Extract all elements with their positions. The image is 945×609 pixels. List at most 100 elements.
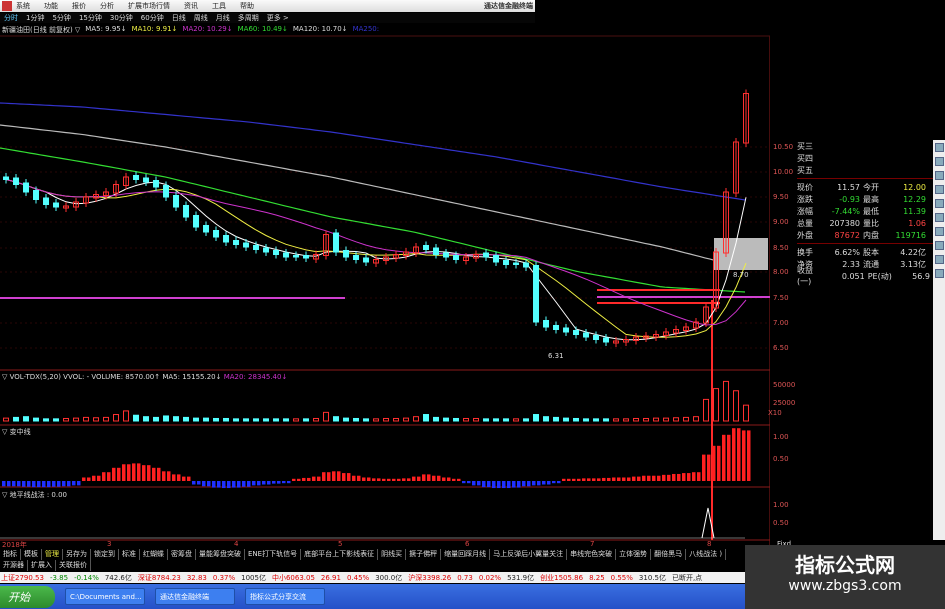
bzx-bar	[142, 465, 146, 481]
taskbar-item[interactable]: 通达信金融终端	[155, 588, 235, 605]
indicator-tab[interactable]: 标准	[119, 549, 140, 560]
bzx-bar	[352, 475, 356, 481]
quote-value: 56.9	[912, 271, 930, 281]
bzx-bar	[537, 481, 541, 486]
menu-quote[interactable]: 报价	[72, 2, 86, 10]
indicator-tab[interactable]: 模板	[21, 549, 42, 560]
indicator-tab[interactable]: 阴线买	[378, 549, 407, 560]
bid-label: 买五	[797, 165, 813, 175]
bzx-bar	[527, 481, 531, 487]
quote-row: 涨幅 -7.44% 最低 11.39	[797, 205, 933, 217]
tool-icon[interactable]	[934, 241, 944, 250]
menu-help[interactable]: 帮助	[240, 2, 254, 10]
candle	[233, 240, 239, 245]
period-tab[interactable]: 月线	[215, 14, 230, 22]
candle	[453, 255, 459, 260]
indicator-tab[interactable]: 管理	[42, 549, 63, 560]
kline-chart[interactable]	[0, 0, 770, 545]
menu-extended-market[interactable]: 扩展市场行情	[128, 2, 170, 10]
tool-icon[interactable]	[934, 171, 944, 180]
tool-icon[interactable]	[934, 199, 944, 208]
menu-function[interactable]: 功能	[44, 2, 58, 10]
tool-icon[interactable]	[934, 213, 944, 222]
candle	[673, 329, 679, 334]
bzx-bar	[42, 481, 46, 488]
period-tab[interactable]: 15分钟	[78, 14, 102, 22]
period-tab[interactable]: 1分钟	[26, 14, 45, 22]
bzx-bar	[447, 477, 451, 481]
candle	[183, 205, 189, 218]
candle	[403, 251, 409, 256]
indicator-tab[interactable]: ENE打下轨信号	[245, 549, 302, 560]
indicator-tab[interactable]: 锁定到	[91, 549, 119, 560]
indicator-tab[interactable]: 八线战法 )	[686, 549, 727, 560]
price-tick: 7.00	[773, 319, 789, 327]
tool-icon[interactable]	[934, 227, 944, 236]
date-label: 3	[107, 540, 112, 548]
menu-news[interactable]: 资讯	[184, 2, 198, 10]
period-tab[interactable]: 日线	[171, 14, 186, 22]
ma60-value: MA60: 10.49↓	[237, 25, 288, 33]
indicator-tab[interactable]: 密筹盘	[168, 549, 196, 560]
candle	[513, 262, 519, 265]
period-tab[interactable]: 分时	[4, 14, 18, 22]
menu-analysis[interactable]: 分析	[100, 2, 114, 10]
period-tab[interactable]: 多周期	[237, 14, 259, 22]
volume-bar	[433, 416, 439, 422]
taskbar-item[interactable]: 指标公式分享交流	[245, 588, 325, 605]
indicator-tab[interactable]: 撅子佛秤	[406, 549, 442, 560]
bzx-bar	[707, 454, 711, 481]
bzx-bar	[702, 454, 706, 481]
indicator-tab[interactable]: 扩展入	[28, 560, 56, 571]
index-quote: 中小6063.05	[271, 573, 315, 582]
bzx-bar	[22, 481, 26, 487]
candle	[733, 141, 739, 194]
period-tab[interactable]: 5分钟	[52, 14, 71, 22]
bzx-bar	[437, 475, 441, 481]
bzx-bar	[362, 477, 366, 481]
candle	[473, 254, 479, 259]
bzx-bar	[112, 467, 116, 481]
indicator-tab[interactable]: 底部平台上下影线表征	[301, 549, 379, 560]
taskbar-item[interactable]: C:\Documents and...	[65, 588, 145, 605]
tool-icon[interactable]	[934, 143, 944, 152]
indicator-tab[interactable]: 另存为	[63, 549, 91, 560]
period-tab[interactable]: 30分钟	[109, 14, 133, 22]
bzx-bar	[292, 478, 296, 481]
indicator-tab[interactable]: 红蝴蝶	[140, 549, 168, 560]
indicator-tab[interactable]: 串线完色突破	[567, 549, 617, 560]
bzx-bar	[742, 430, 746, 481]
quote-value: 4.22亿	[900, 247, 926, 257]
period-tab[interactable]: 更多 >	[266, 14, 289, 22]
indicator-tab[interactable]: 指标	[0, 549, 21, 560]
indicator-tab[interactable]: 立体强势	[616, 549, 652, 560]
tool-icon[interactable]	[934, 157, 944, 166]
candle	[343, 250, 349, 258]
fixed-label[interactable]: Fixd	[777, 540, 792, 548]
bzx-bar	[712, 445, 716, 481]
bzx-bar	[542, 481, 546, 485]
date-label: 7	[590, 540, 595, 548]
indicator-tab[interactable]: 翻倍黑马	[651, 549, 687, 560]
period-tab[interactable]: 60分钟	[140, 14, 164, 22]
indicator-tab[interactable]: 缩量回踩月线	[441, 549, 491, 560]
tool-icon[interactable]	[934, 269, 944, 278]
indicator-tab[interactable]: 马上反弹后小翼量关注	[490, 549, 568, 560]
range-label: 8.70	[733, 271, 749, 279]
candle	[523, 262, 529, 268]
indicator-tab[interactable]: 量能筹盘突破	[196, 549, 245, 560]
tool-icon[interactable]	[934, 185, 944, 194]
indicator-tab[interactable]: 开源器	[0, 560, 28, 571]
period-tab[interactable]: 周线	[193, 14, 208, 22]
indicator-tab[interactable]: 关联报价	[56, 560, 91, 571]
bzx-bar	[212, 481, 216, 488]
menu-system[interactable]: 系统	[16, 2, 30, 10]
tool-icon[interactable]	[934, 255, 944, 264]
candle	[353, 255, 359, 260]
bid-row: 买四	[797, 152, 933, 164]
volume-bar	[343, 417, 349, 422]
start-button[interactable]: 开始	[0, 585, 55, 608]
candle	[283, 252, 289, 258]
bzx-bar	[677, 473, 681, 481]
menu-tools[interactable]: 工具	[212, 2, 226, 10]
